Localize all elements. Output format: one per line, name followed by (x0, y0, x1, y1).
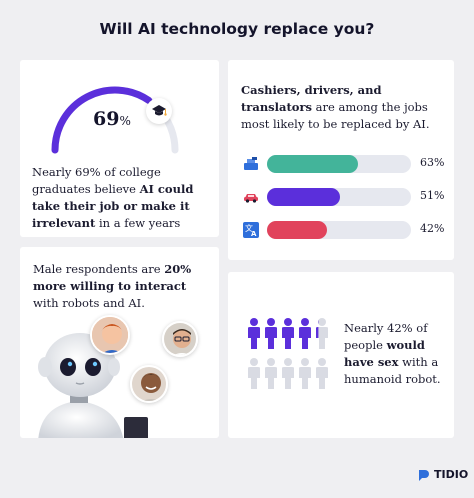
male-respondents-text: Male respondents are 20% more willing to… (33, 261, 213, 312)
jobs-text-post: are among the jobs most likely to be rep… (241, 100, 430, 131)
humanoid-text: Nearly 42% of people would have sex with… (344, 320, 449, 388)
svg-text:文: 文 (245, 223, 253, 233)
graduates-text: Nearly 69% of college graduates believe … (32, 164, 212, 232)
car-icon (242, 188, 260, 206)
bar-fill-cashiers (267, 155, 358, 173)
bar-fill-drivers (267, 188, 341, 206)
svg-text:A: A (251, 230, 257, 238)
avatar-smiling-man (130, 365, 168, 403)
graduates-text-bold: AI could take their job or make it irrel… (32, 182, 194, 230)
person-icon (282, 318, 294, 349)
tidio-logo-icon (419, 469, 429, 481)
person-icon (248, 358, 260, 389)
male-text-pre: Male respondents are (33, 262, 165, 276)
bar-track-translators (267, 221, 411, 239)
humanoid-text-bold: would have sex (344, 338, 425, 369)
avatar-glasses-man (162, 321, 198, 357)
page-title: Will AI technology replace you? (99, 20, 375, 38)
person-icon-partial (316, 320, 319, 338)
people-icon-grid (248, 318, 328, 389)
bar-value-translators: 42% (420, 222, 445, 235)
bar-track-cashiers (267, 155, 411, 173)
jobs-text-bold: Cashiers, drivers, and translators (241, 83, 382, 114)
bar-fill-translators (267, 221, 328, 239)
bar-row-translators: 文 A 42% (242, 220, 447, 240)
humanoid-text-pre: Nearly 42% of people (344, 321, 428, 352)
bar-row-cashiers: 63% (242, 154, 447, 174)
person-icon (265, 358, 277, 389)
person-icon (282, 358, 294, 389)
tidio-logo: TIDIO (418, 468, 468, 481)
bar-row-drivers: 51% (242, 187, 447, 207)
person-icon (265, 318, 277, 349)
male-text-bold: 20% more willing to interact (33, 262, 192, 293)
person-icon (316, 358, 328, 389)
bar-value-drivers: 51% (420, 189, 445, 202)
person-icon (316, 318, 328, 349)
avatar-redhead-man (90, 315, 130, 355)
bar-value-cashiers: 63% (420, 156, 445, 169)
person-icon (299, 358, 311, 389)
bar-track-drivers (267, 188, 411, 206)
person-icon (299, 318, 311, 349)
jobs-card: Cashiers, drivers, and translators are a… (228, 60, 454, 260)
graduates-text-pre: Nearly 69% of college graduates believe (32, 165, 161, 196)
gauge-percent-value: 69 (93, 108, 120, 130)
male-text-post: with robots and AI. (33, 296, 145, 310)
translate-icon: 文 A (242, 221, 260, 239)
jobs-text: Cashiers, drivers, and translators are a… (241, 82, 451, 133)
gauge-percent-sign: % (119, 114, 131, 128)
percent-gauge (51, 86, 179, 154)
gauge-percent: 69% (93, 108, 131, 130)
cashier-register-icon (242, 155, 260, 173)
humanoid-robot-card: Nearly 42% of people would have sex with… (228, 272, 454, 438)
tidio-brand-text: TIDIO (434, 468, 469, 481)
humanoid-text-post: with a humanoid robot. (344, 355, 441, 386)
male-respondents-card: Male respondents are 20% more willing to… (20, 247, 219, 438)
graduates-text-post: in a few years (95, 216, 181, 230)
person-icon (248, 318, 260, 349)
graduation-cap-icon (146, 98, 172, 124)
graduates-card: 69% Nearly 69% of college graduates beli… (20, 60, 219, 237)
